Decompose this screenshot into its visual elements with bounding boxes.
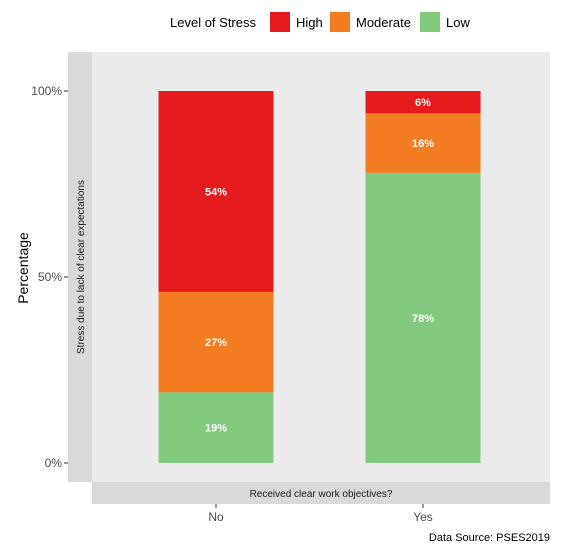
bar-yes-moderate [365, 113, 481, 173]
bar-label: 19% [205, 423, 227, 435]
y-tick-label: 0% [45, 456, 63, 470]
bar-yes-low [365, 172, 481, 463]
x-strip [92, 482, 550, 504]
y-axis: 0% 50% 100% [31, 84, 68, 470]
bar-yes-high [365, 91, 481, 114]
bar-label: 27% [205, 337, 227, 349]
y-strip [68, 52, 92, 482]
y-axis-title: Percentage [15, 232, 31, 304]
x-tick-label: Yes [413, 510, 433, 524]
legend-label: Moderate [356, 15, 411, 30]
legend-title: Level of Stress [170, 15, 256, 30]
x-axis: No Yes [208, 504, 433, 524]
legend-swatch-low [420, 12, 440, 32]
legend-swatch-moderate [330, 12, 350, 32]
bar-no-high [158, 91, 274, 292]
legend-label: High [296, 15, 323, 30]
legend: Level of Stress High Moderate Low [170, 12, 470, 32]
y-tick-label: 50% [38, 270, 62, 284]
legend-label: Low [446, 15, 470, 30]
bar-label: 78% [412, 313, 434, 325]
caption: Data Source: PSES2019 [429, 532, 550, 544]
bar-no-moderate [158, 291, 274, 393]
x-strip-label: Received clear work objectives? [250, 489, 393, 500]
bars: 19% 27% 54% 78% 16% 6% [158, 91, 481, 463]
bar-label: 16% [412, 138, 434, 150]
bar-no-low [158, 392, 274, 463]
legend-swatch-high [270, 12, 290, 32]
x-tick-label: No [208, 510, 224, 524]
y-tick-label: 100% [31, 84, 62, 98]
y-strip-label: Stress due to lack of clear expectations [76, 180, 87, 354]
bar-label: 54% [205, 186, 227, 198]
bar-label: 6% [415, 97, 431, 109]
